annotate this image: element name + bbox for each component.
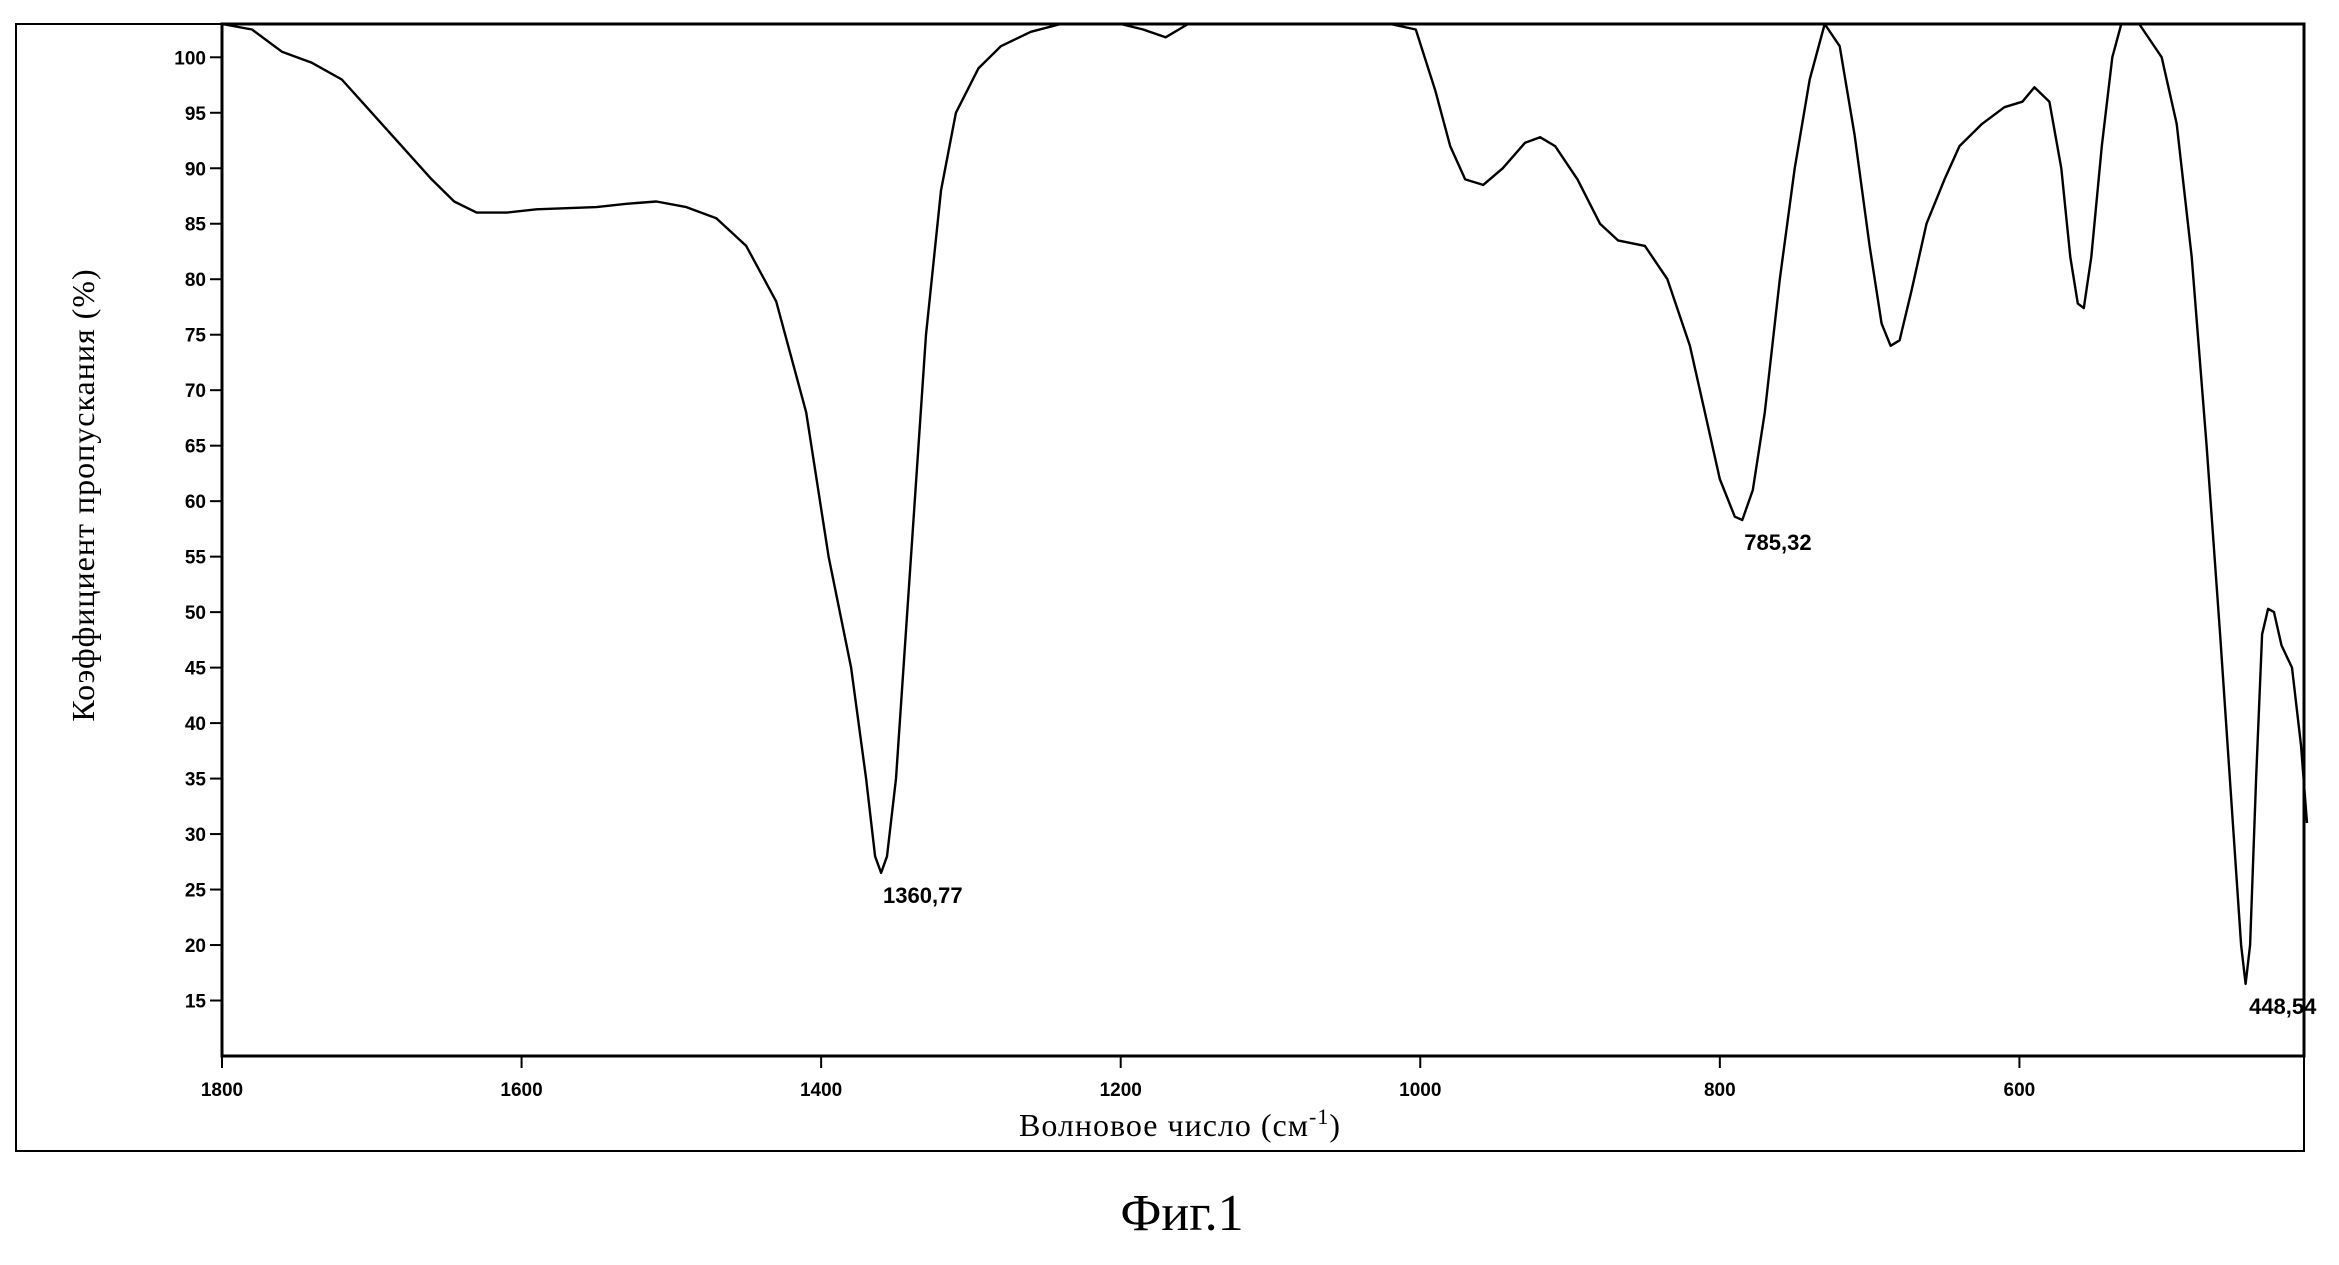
peak-label: 785,32 (1744, 530, 1811, 555)
y-tick-label: 35 (185, 770, 207, 791)
peak-label: 1360,77 (883, 883, 963, 908)
y-tick-label: 90 (185, 159, 206, 180)
plot-area (222, 24, 2304, 1056)
y-tick-label: 65 (185, 437, 207, 458)
y-tick-label: 80 (185, 270, 206, 291)
x-axis: 1800 1600 1400 1200 1000 800 600 (201, 1056, 2035, 1101)
y-tick-label: 75 (185, 326, 207, 347)
x-tick-label: 1200 (1100, 1080, 1142, 1101)
x-tick-label: 1800 (201, 1080, 243, 1101)
y-tick-label: 100 (174, 48, 206, 69)
series-group (222, 24, 2307, 984)
y-tick-label: 70 (185, 381, 206, 402)
y-tick-label: 60 (185, 492, 206, 513)
y-tick-label: 50 (185, 603, 206, 624)
y-tick-label: 20 (185, 936, 206, 957)
y-axis-title: Коэффициент пропускания (%) (65, 268, 101, 721)
x-tick-label: 800 (1704, 1080, 1736, 1101)
outer-frame (16, 24, 2304, 1151)
x-tick-label: 1000 (1399, 1080, 1441, 1101)
x-tick-label: 600 (2004, 1080, 2036, 1101)
y-axis: 15 20 25 30 35 40 45 50 55 60 65 70 75 80 85 90 95 100 (174, 48, 222, 1012)
transmittance-series-line (222, 24, 2307, 984)
x-axis-title-main: Волновое число (см (1019, 1107, 1309, 1143)
x-axis-title-sup: -1 (1309, 1104, 1329, 1129)
y-tick-label: 85 (185, 215, 207, 236)
y-tick-label: 40 (185, 714, 206, 735)
peak-label: 448,54 (2249, 994, 2317, 1019)
y-tick-label: 45 (185, 659, 207, 680)
y-tick-label: 30 (185, 825, 206, 846)
x-tick-label: 1600 (500, 1080, 542, 1101)
annotation-group: 1360,77 785,32 448,54 (883, 530, 2317, 1019)
y-tick-label: 25 (185, 881, 207, 902)
x-axis-title: Волновое число (см-1) (1019, 1104, 1341, 1143)
x-tick-label: 1400 (800, 1080, 842, 1101)
x-axis-title-close: ) (1329, 1107, 1341, 1143)
figure-caption: Фиг.1 (1120, 1185, 1243, 1242)
y-tick-label: 95 (185, 104, 207, 125)
y-tick-label: 55 (185, 548, 207, 569)
y-tick-label: 15 (185, 992, 207, 1013)
